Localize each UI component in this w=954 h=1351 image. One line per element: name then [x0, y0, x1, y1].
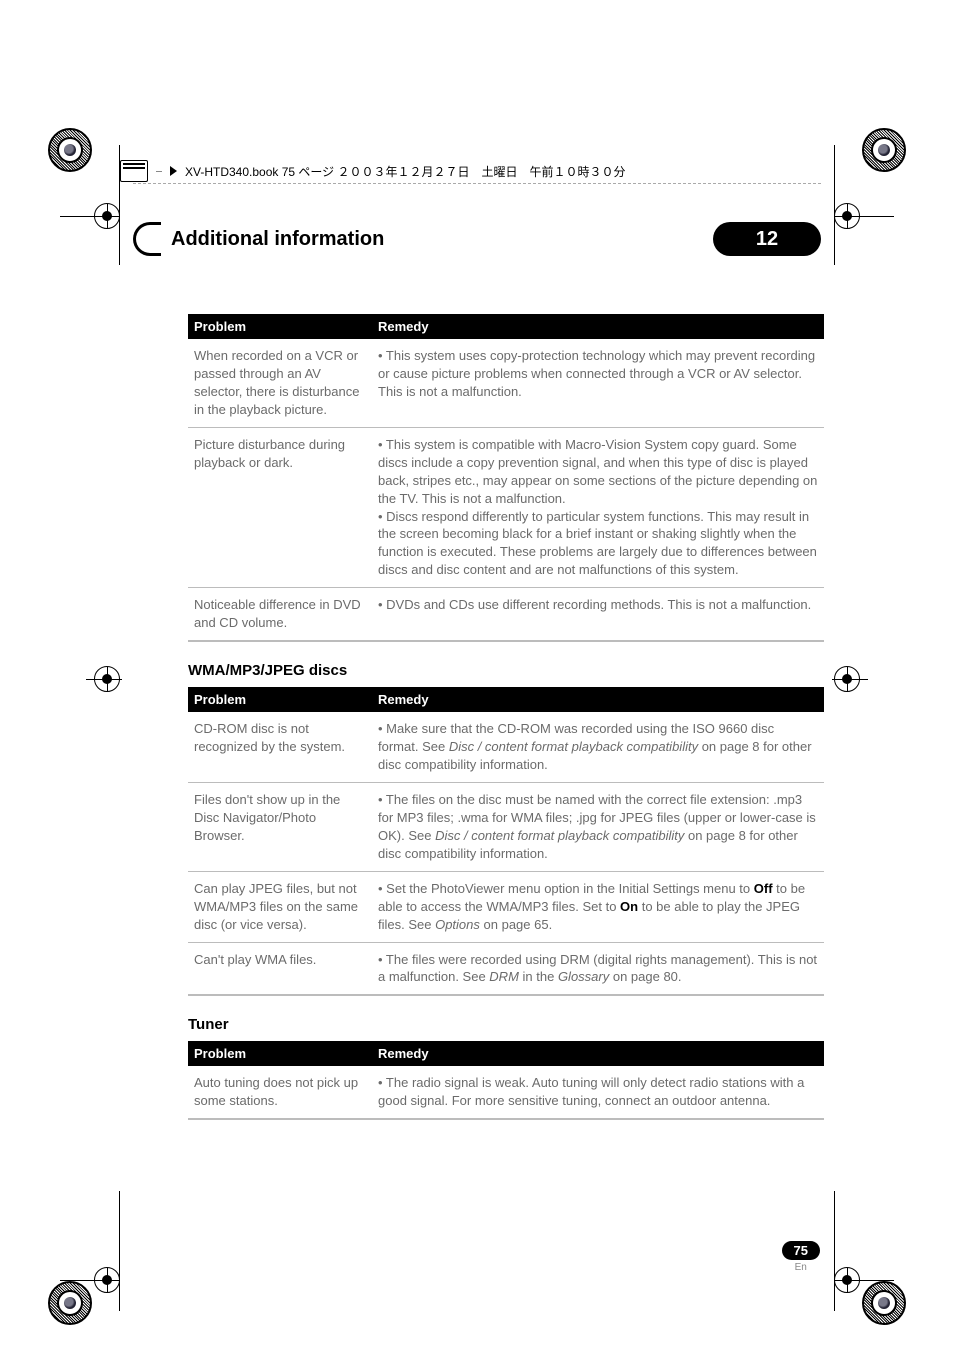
- remedy-text: • Set the PhotoViewer menu option in the…: [378, 881, 754, 896]
- table-row: Can't play WMA files. • The files were r…: [188, 942, 824, 995]
- section-title-tuner: Tuner: [188, 1016, 824, 1033]
- print-corner-tr: [862, 128, 906, 172]
- crop-line: [832, 679, 868, 680]
- cell-problem: CD-ROM disc is not recognized by the sys…: [188, 712, 372, 782]
- troubleshoot-table-wma: Problem Remedy CD-ROM disc is not recogn…: [188, 687, 824, 996]
- cell-problem: Can play JPEG files, but not WMA/MP3 fil…: [188, 871, 372, 942]
- cell-remedy: • The files were recorded using DRM (dig…: [372, 942, 824, 995]
- crop-line: [86, 679, 122, 680]
- chapter-number: 12: [713, 222, 821, 256]
- table-row: Noticeable difference in DVD and CD volu…: [188, 588, 824, 641]
- col-problem: Problem: [188, 1041, 372, 1066]
- cell-problem: Files don't show up in the Disc Navigato…: [188, 782, 372, 871]
- troubleshoot-table-tuner: Problem Remedy Auto tuning does not pick…: [188, 1041, 824, 1120]
- remedy-text: in the: [519, 969, 558, 984]
- cell-problem: Auto tuning does not pick up some statio…: [188, 1066, 372, 1119]
- remedy-italic: Glossary: [558, 969, 609, 984]
- arrow-right-icon: [170, 166, 177, 176]
- col-problem: Problem: [188, 687, 372, 712]
- remedy-italic: Disc / content format playback compatibi…: [449, 739, 698, 754]
- cell-problem: When recorded on a VCR or passed through…: [188, 339, 372, 427]
- col-remedy: Remedy: [372, 687, 824, 712]
- book-header-text: XV-HTD340.book 75 ページ ２００３年１２月２７日 土曜日 午前…: [185, 163, 626, 180]
- table-row: CD-ROM disc is not recognized by the sys…: [188, 712, 824, 782]
- content: Problem Remedy When recorded on a VCR or…: [188, 314, 824, 1120]
- book-icon: [120, 160, 148, 182]
- cell-remedy: • Make sure that the CD-ROM was recorded…: [372, 712, 824, 782]
- registration-mark-icon: [94, 203, 120, 229]
- table-row: When recorded on a VCR or passed through…: [188, 339, 824, 427]
- page-number: 75 En: [782, 1241, 820, 1273]
- table-row: Can play JPEG files, but not WMA/MP3 fil…: [188, 871, 824, 942]
- page-lang: En: [782, 1262, 820, 1273]
- cell-remedy: • The files on the disc must be named wi…: [372, 782, 824, 871]
- crop-line: [834, 1191, 835, 1311]
- table-row: Files don't show up in the Disc Navigato…: [188, 782, 824, 871]
- remedy-italic: DRM: [489, 969, 519, 984]
- print-corner-br: [862, 1281, 906, 1325]
- registration-mark-icon: [834, 203, 860, 229]
- crop-line: [119, 1191, 120, 1311]
- chapter-lead-icon: [133, 222, 161, 256]
- page-number-value: 75: [782, 1241, 820, 1260]
- book-header: XV-HTD340.book 75 ページ ２００３年１２月２７日 土曜日 午前…: [120, 160, 834, 182]
- col-problem: Problem: [188, 314, 372, 339]
- table-row: Auto tuning does not pick up some statio…: [188, 1066, 824, 1119]
- troubleshoot-table-1: Problem Remedy When recorded on a VCR or…: [188, 314, 824, 642]
- cell-remedy: • The radio signal is weak. Auto tuning …: [372, 1066, 824, 1119]
- header-divider: [133, 183, 821, 184]
- cell-remedy: • This system uses copy-protection techn…: [372, 339, 824, 427]
- remedy-bold: On: [620, 899, 638, 914]
- col-remedy: Remedy: [372, 314, 824, 339]
- cell-remedy: • This system is compatible with Macro-V…: [372, 427, 824, 588]
- cell-problem: Noticeable difference in DVD and CD volu…: [188, 588, 372, 641]
- cell-remedy: • Set the PhotoViewer menu option in the…: [372, 871, 824, 942]
- remedy-italic: Options: [435, 917, 480, 932]
- col-remedy: Remedy: [372, 1041, 824, 1066]
- remedy-text: on page 80.: [609, 969, 681, 984]
- remedy-bold: Off: [754, 881, 773, 896]
- print-corner-tl: [48, 128, 92, 172]
- chapter-title: Additional information: [171, 228, 384, 251]
- section-title-wma: WMA/MP3/JPEG discs: [188, 662, 824, 679]
- print-corner-bl: [48, 1281, 92, 1325]
- cell-problem: Picture disturbance during playback or d…: [188, 427, 372, 588]
- crop-line: [834, 145, 835, 265]
- remedy-italic: Disc / content format playback compatibi…: [435, 828, 684, 843]
- chapter-bar: Additional information 12: [133, 222, 821, 256]
- registration-mark-icon: [94, 1267, 120, 1293]
- table-row: Picture disturbance during playback or d…: [188, 427, 824, 588]
- registration-mark-icon: [834, 1267, 860, 1293]
- cell-remedy: • DVDs and CDs use different recording m…: [372, 588, 824, 641]
- remedy-text: on page 65.: [480, 917, 552, 932]
- cell-problem: Can't play WMA files.: [188, 942, 372, 995]
- dash-icon: [156, 171, 162, 172]
